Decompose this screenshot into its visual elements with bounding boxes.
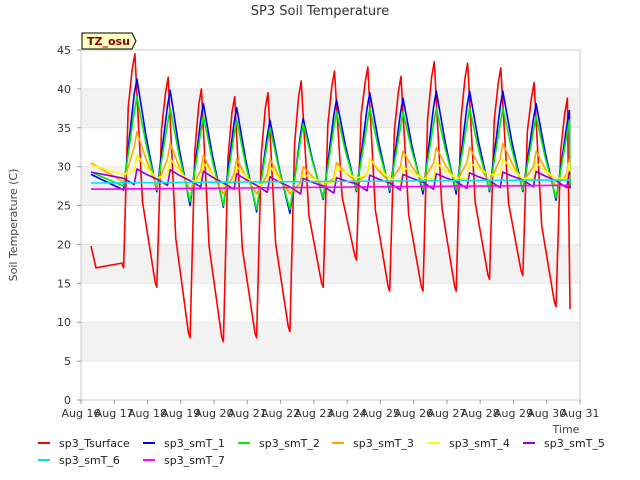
x-tick-label: Aug 20 xyxy=(195,407,234,420)
y-tick-label: 25 xyxy=(57,200,71,213)
series-line-sp3_smT_6 xyxy=(90,179,571,184)
x-tick-label: Aug 22 xyxy=(261,407,300,420)
x-tick-label: Aug 30 xyxy=(527,407,566,420)
series-line-sp3_smT_4 xyxy=(90,154,571,191)
series-layer xyxy=(90,53,571,343)
grid-band xyxy=(81,205,580,245)
x-tick-label: Aug 19 xyxy=(161,407,200,420)
y-tick-label: 45 xyxy=(57,44,71,57)
x-tick-label: Aug 25 xyxy=(361,407,400,420)
legend-label-sp3_smT_7: sp3_smT_7 xyxy=(164,454,225,467)
legend: sp3_Tsurface sp3_smT_1 sp3_smT_2 sp3_smT_3 s… xyxy=(38,437,605,467)
legend-label-sp3_smT_2: sp3_smT_2 xyxy=(259,437,320,450)
series-line-sp3_Tsurface xyxy=(90,53,571,343)
x-tick-label: Aug 21 xyxy=(228,407,267,420)
x-tick-label: Aug 17 xyxy=(95,407,134,420)
x-axis-label: Time xyxy=(552,423,580,436)
series-line-sp3_smT_2 xyxy=(90,95,571,211)
x-tick-label: Aug 16 xyxy=(62,407,101,420)
tz-badge-box xyxy=(81,32,137,50)
grid-band xyxy=(81,50,580,89)
plot-frame xyxy=(80,49,581,401)
x-tick-label: Aug 26 xyxy=(394,407,433,420)
y-tick-label: 40 xyxy=(57,83,71,96)
legend-label-sp3_smT_3: sp3_smT_3 xyxy=(353,437,414,450)
y-axis-label: Soil Temperature (C) xyxy=(7,169,20,282)
legend-label-sp3_Tsurface: sp3_Tsurface xyxy=(59,437,130,450)
x-tick-label: Aug 29 xyxy=(494,407,533,420)
y-tick-label: 0 xyxy=(64,394,71,407)
y-tick-label: 15 xyxy=(57,277,71,290)
grid-band xyxy=(81,244,580,284)
y-axis-ticks: 0 5 10 15 20 25 30 35 40 45 xyxy=(57,44,81,407)
y-tick-label: 5 xyxy=(64,355,71,368)
x-tick-label: Aug 28 xyxy=(461,407,500,420)
legend-label-sp3_smT_4: sp3_smT_4 xyxy=(449,437,510,450)
grid-band xyxy=(81,322,580,362)
y-tick-label: 10 xyxy=(57,316,71,329)
series-line-sp3_smT_7 xyxy=(90,184,571,190)
legend-label-sp3_smT_1: sp3_smT_1 xyxy=(164,437,225,450)
x-tick-label: Aug 31 xyxy=(561,407,600,420)
tz-badge-label: TZ_osu xyxy=(87,35,130,48)
chart-title: SP3 Soil Temperature xyxy=(251,4,389,19)
x-tick-label: Aug 27 xyxy=(427,407,466,420)
legend-label-sp3_smT_6: sp3_smT_6 xyxy=(59,454,120,467)
y-tick-label: 35 xyxy=(57,122,71,135)
grid-band xyxy=(81,361,580,400)
legend-label-sp3_smT_5: sp3_smT_5 xyxy=(544,437,605,450)
tz-badge: TZ_osu xyxy=(81,32,137,50)
y-tick-label: 30 xyxy=(57,161,71,174)
x-tick-label: Aug 24 xyxy=(328,407,367,420)
grid-band xyxy=(81,283,580,323)
x-tick-label: Aug 23 xyxy=(294,407,333,420)
y-tick-label: 20 xyxy=(57,238,71,251)
x-tick-label: Aug 18 xyxy=(128,407,167,420)
